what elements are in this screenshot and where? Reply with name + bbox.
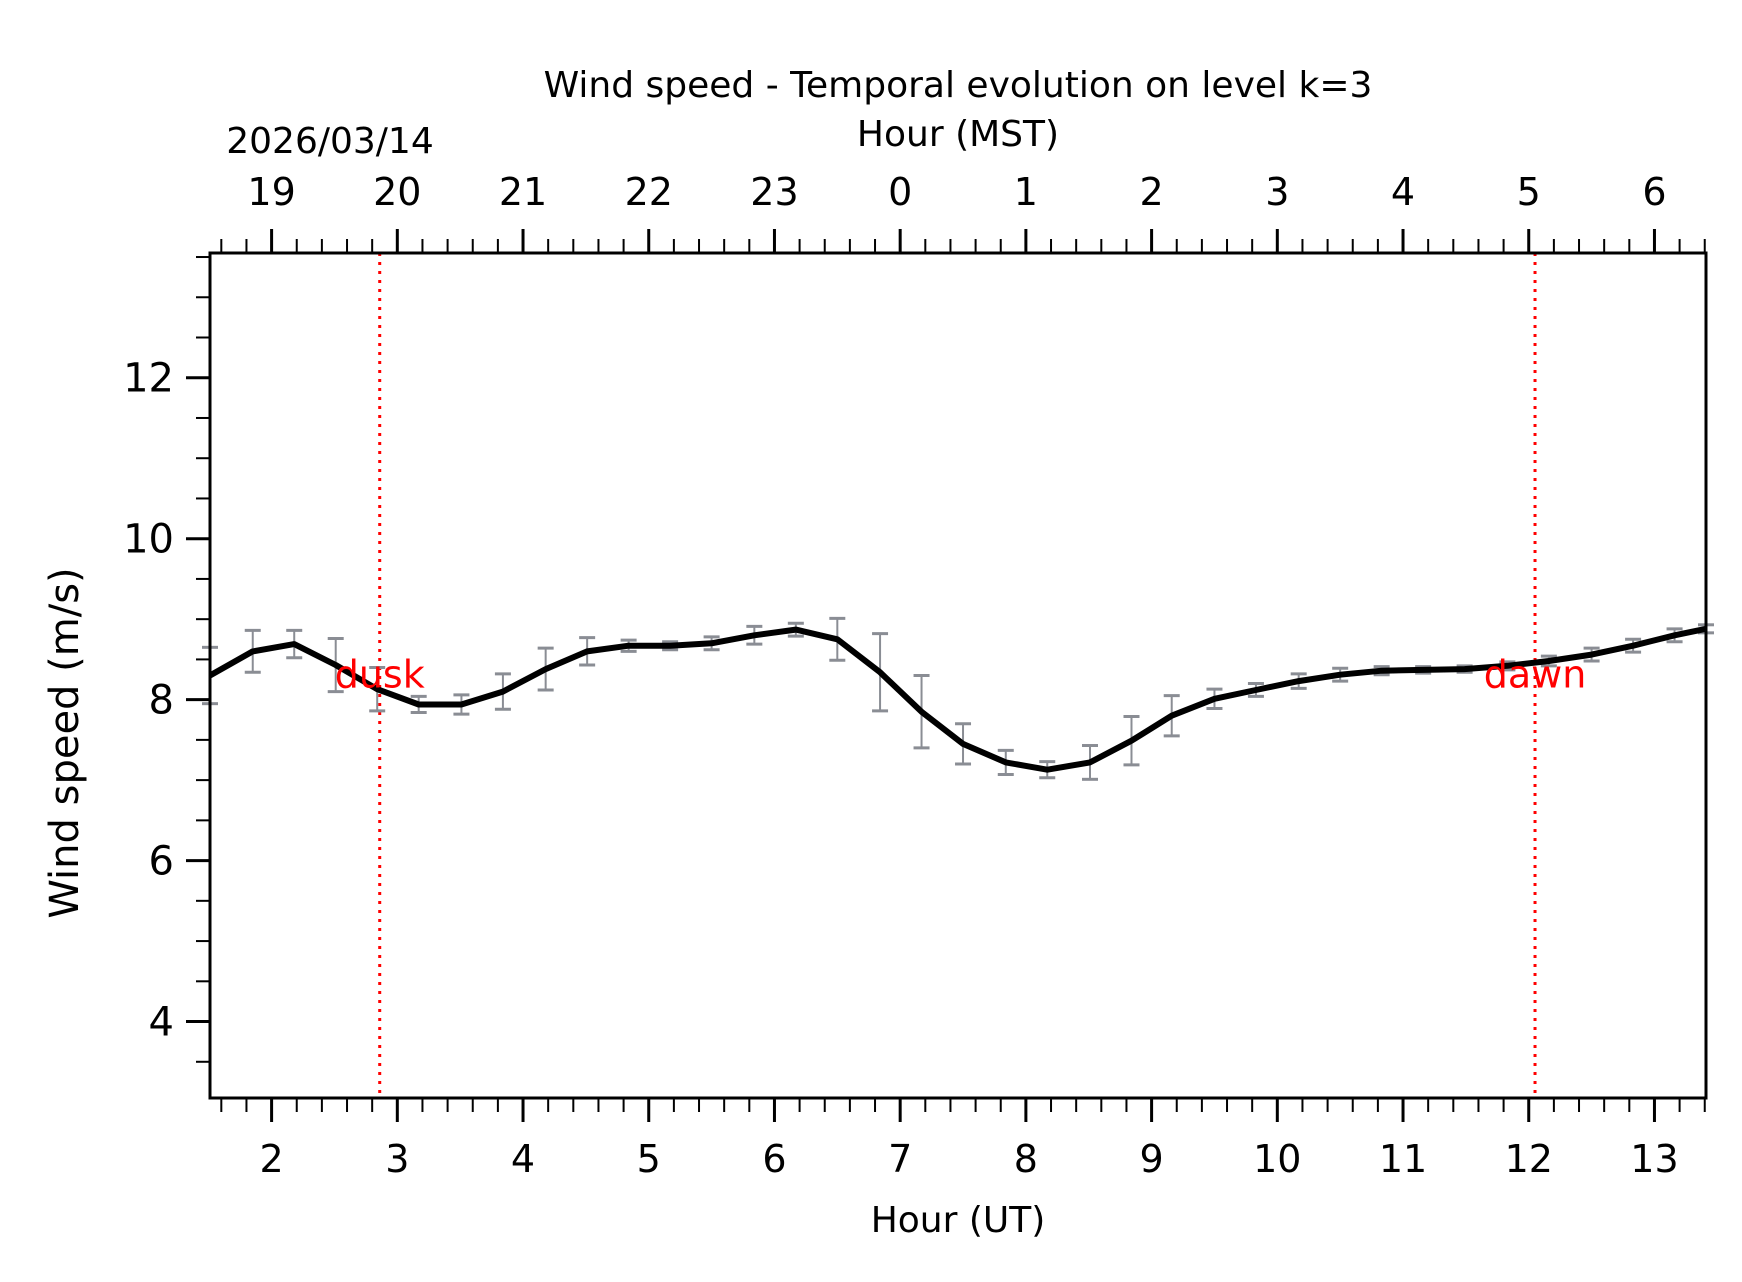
bottom-axis-ticks (220, 1098, 1706, 1122)
x-tick-label: 2 (260, 1137, 284, 1181)
x-axis-label: Hour (UT) (871, 1200, 1046, 1241)
annotation-labels: dusk dawn (335, 653, 1587, 697)
y-tick-label: 12 (123, 356, 174, 402)
x-tick-label: 11 (1379, 1137, 1427, 1181)
x-tick-label: 3 (385, 1137, 409, 1181)
y-tick-label: 6 (149, 839, 174, 885)
top-tick-label: 19 (247, 170, 295, 214)
x-tick-label: 12 (1505, 1137, 1553, 1181)
series-line-wind-speed (208, 625, 1707, 773)
x-tick-label: 8 (1014, 1137, 1038, 1181)
plot-frame (208, 251, 1708, 1100)
top-tick-label: 0 (888, 170, 912, 214)
top-tick-label: 22 (625, 170, 673, 214)
top-tick-label: 1 (1014, 170, 1038, 214)
top-axis-ticks (220, 229, 1706, 253)
y-tick-label: 10 (123, 517, 174, 563)
y-axis-label: Wind speed (m/s) (42, 567, 88, 918)
x-tick-label: 13 (1630, 1137, 1678, 1181)
top-tick-label: 20 (373, 170, 421, 214)
bottom-axis-tick-labels: 2 3 4 5 6 7 8 9 10 11 12 13 (260, 1137, 1679, 1181)
x-tick-label: 10 (1253, 1137, 1301, 1181)
annotation-label-dusk: dusk (335, 653, 425, 697)
top-axis-tick-labels: 19 20 21 22 23 0 1 2 3 4 5 6 (247, 170, 1666, 214)
left-axis-ticks (186, 256, 210, 1063)
y-tick-label: 8 (149, 678, 174, 724)
annotation-label-dawn: dawn (1484, 653, 1587, 697)
top-tick-label: 3 (1265, 170, 1289, 214)
x-tick-label: 5 (637, 1137, 661, 1181)
y-tick-label: 4 (149, 1000, 174, 1046)
top-tick-label: 4 (1391, 170, 1415, 214)
top-tick-label: 23 (750, 170, 798, 214)
top-x-axis-label: Hour (MST) (857, 114, 1059, 155)
date-label: 2026/03/14 (226, 121, 434, 162)
top-tick-label: 2 (1140, 170, 1164, 214)
chart-title: Wind speed - Temporal evolution on level… (544, 65, 1373, 106)
top-tick-label: 21 (499, 170, 547, 214)
x-tick-label: 6 (762, 1137, 786, 1181)
annotation-lines (378, 253, 1537, 1098)
error-bars (202, 616, 1714, 781)
left-axis-tick-labels: 4 6 8 10 12 (123, 356, 174, 1046)
x-tick-label: 4 (511, 1137, 535, 1181)
top-tick-label: 5 (1517, 170, 1541, 214)
top-tick-label: 6 (1642, 170, 1666, 214)
x-tick-label: 9 (1140, 1137, 1164, 1181)
x-tick-label: 7 (888, 1137, 912, 1181)
